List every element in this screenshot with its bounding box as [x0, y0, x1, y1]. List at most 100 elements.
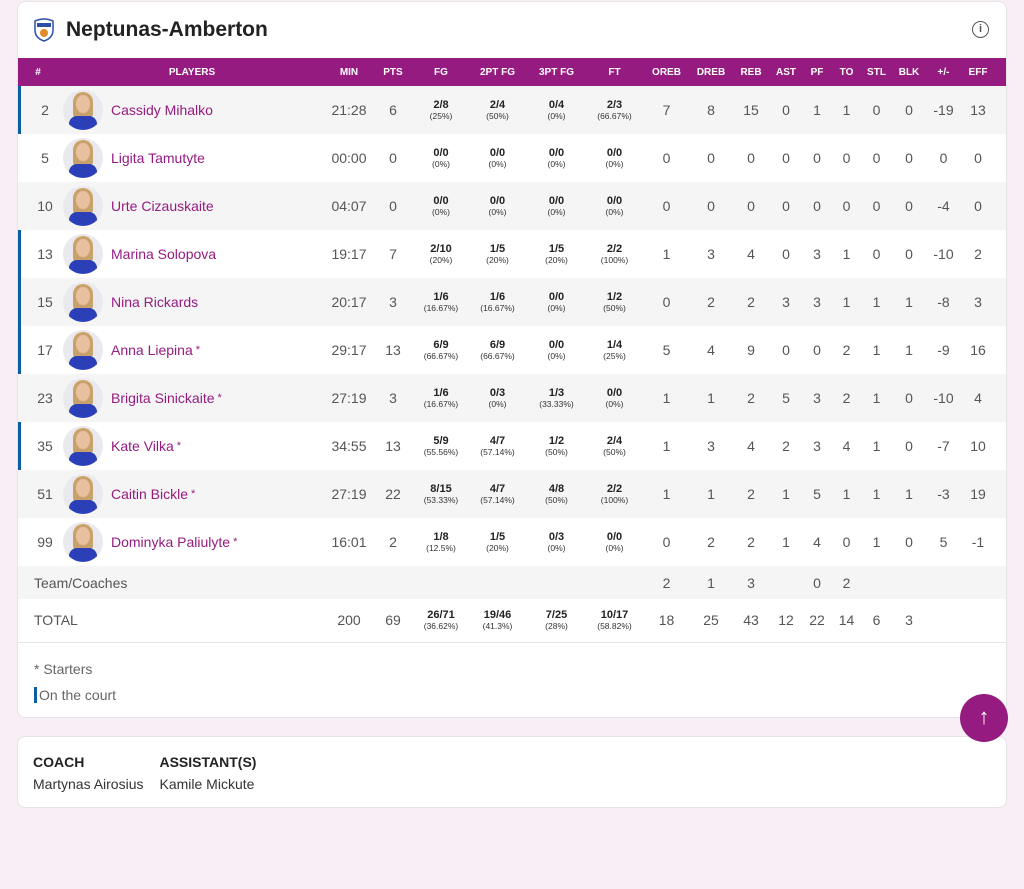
pf-cell: 1: [802, 86, 832, 134]
player-avatar[interactable]: [63, 426, 103, 466]
column-header[interactable]: AST: [770, 58, 802, 86]
fg-percent: (12.5%): [426, 543, 456, 553]
fg-percent: (16.67%): [423, 303, 459, 313]
column-header[interactable]: DREB: [690, 58, 732, 86]
player-avatar[interactable]: [63, 378, 103, 418]
player-cell: Anna Liepina *: [58, 326, 326, 374]
player-row[interactable]: 10 Urte Cizauskaite 04:07 0 0/0 (0%) 0/0 (0%) 0…: [18, 182, 1006, 230]
column-header[interactable]: BLK: [892, 58, 926, 86]
column-header[interactable]: MIN: [326, 58, 372, 86]
player-name-link[interactable]: Nina Rickards: [111, 294, 199, 310]
fg2-cell: 1/6 (16.67%): [468, 278, 527, 326]
player-cell: Cassidy Mihalko: [58, 86, 326, 134]
player-name-link[interactable]: Ligita Tamutyte: [111, 150, 205, 166]
column-header[interactable]: 3PT FG: [527, 58, 586, 86]
column-header[interactable]: EFF: [961, 58, 995, 86]
fg-percent: (66.67%): [423, 351, 459, 361]
column-header[interactable]: OREB: [643, 58, 690, 86]
blk-cell: 0: [905, 438, 913, 454]
min-cell: 21:28: [326, 86, 372, 134]
column-header[interactable]: 2PT FG: [468, 58, 527, 86]
ft-cell: 2/4 (50%): [586, 422, 643, 470]
scroll-to-top-button[interactable]: ↑: [960, 694, 1008, 742]
fg2-percent: (66.67%): [480, 351, 515, 361]
oreb-cell: 0: [643, 278, 690, 326]
player-name-link[interactable]: Kate Vilka: [111, 438, 174, 454]
player-name-link[interactable]: Anna Liepina: [111, 342, 193, 358]
column-header[interactable]: PLAYERS: [58, 58, 326, 86]
player-avatar[interactable]: [63, 522, 103, 562]
fg3-percent: (0%): [547, 207, 566, 217]
player-row[interactable]: 99 Dominyka Paliulyte * 16:01 2 1/8 (12.5%) 1/…: [18, 518, 1006, 566]
fg3-made-attempted: 0/0: [548, 291, 565, 303]
player-name-link[interactable]: Caitin Bickle: [111, 486, 189, 502]
player-avatar[interactable]: [63, 330, 103, 370]
player-avatar[interactable]: [63, 90, 103, 130]
column-header[interactable]: REB: [732, 58, 770, 86]
player-avatar[interactable]: [63, 186, 103, 226]
fg-percent: (20%): [429, 255, 453, 265]
ast-cell: 0: [770, 182, 802, 230]
column-header[interactable]: PTS: [372, 58, 414, 86]
reb-cell: 2: [732, 470, 770, 518]
stl-cell: 1: [872, 438, 881, 454]
jersey-number: 23: [18, 374, 58, 422]
blk-cell: 0: [892, 86, 926, 134]
pts-cell: 0: [372, 182, 414, 230]
reb-cell: 9: [747, 342, 755, 358]
player-row[interactable]: 2 Cassidy Mihalko 21:28 6 2/8 (25%) 2/4 (50%) 0…: [18, 86, 1006, 134]
player-avatar[interactable]: [63, 474, 103, 514]
ft-made-attempted: 10/17: [600, 609, 629, 622]
column-header[interactable]: PF: [802, 58, 832, 86]
column-header[interactable]: FT: [586, 58, 643, 86]
ft-made-attempted: 1/2: [606, 291, 623, 303]
fg2-made-attempted: 2/4: [489, 99, 506, 111]
pf-cell: 3: [802, 374, 832, 422]
player-name-link[interactable]: Urte Cizauskaite: [111, 198, 214, 214]
pf-cell: 3: [813, 246, 821, 262]
player-avatar[interactable]: [63, 234, 103, 274]
ft-made-attempted: 0/0: [606, 195, 623, 207]
pf-cell: 4: [813, 534, 821, 550]
fg-cell: 26/71 (36.62%): [414, 599, 468, 643]
player-row[interactable]: 51 Caitin Bickle * 27:19 22 8/15 (53.33%) 4/7(…: [18, 470, 1006, 518]
fg-percent: (36.62%): [423, 621, 459, 632]
player-row[interactable]: 23 Brigita Sinickaite * 27:19 3 1/6 (16.67%) 0…: [18, 374, 1006, 422]
player-row[interactable]: 35 Kate Vilka * 34:55 13 5/9 (55.56%) 4/7 (57.1…: [18, 422, 1006, 470]
min-cell: 20:17: [326, 278, 372, 326]
blk-cell: 0: [892, 182, 926, 230]
fg2-cell: 1/5 (20%): [468, 518, 527, 566]
info-icon[interactable]: i: [972, 21, 989, 38]
column-header[interactable]: +/-: [926, 58, 961, 86]
fg3-made-attempted: 1/2: [548, 435, 565, 447]
player-row[interactable]: 5 Ligita Tamutyte 00:00 0 0/0 (0%) 0/0 (0%) 0/0…: [18, 134, 1006, 182]
player-name-link[interactable]: Dominyka Paliulyte: [111, 534, 231, 550]
column-header[interactable]: TO: [832, 58, 861, 86]
player-name-link[interactable]: Brigita Sinickaite: [111, 390, 215, 406]
fg2-made-attempted: 19/46: [483, 609, 512, 622]
stl-cell: 1: [861, 278, 892, 326]
fg-percent: (25%): [429, 111, 453, 121]
player-avatar[interactable]: [63, 138, 103, 178]
player-name-link[interactable]: Marina Solopova: [111, 246, 217, 262]
player-avatar[interactable]: [63, 282, 103, 322]
player-row[interactable]: 13 Marina Solopova 19:17 7 2/10 (20%) 1/5 (20%…: [18, 230, 1006, 278]
column-header[interactable]: STL: [861, 58, 892, 86]
team-coaches-label: Team/Coaches: [18, 566, 643, 599]
fg-cell: 1/6 (16.67%): [414, 278, 468, 326]
player-row[interactable]: 17 Anna Liepina * 29:17 13 6/9 (66.67%) 6/9 (66…: [18, 326, 1006, 374]
column-header[interactable]: #: [18, 58, 58, 86]
dreb-cell: 4: [707, 342, 715, 358]
player-name-link[interactable]: Cassidy Mihalko: [111, 102, 213, 118]
player-row[interactable]: 15 Nina Rickards 20:17 3 1/6 (16.67%) 1/6 (16.…: [18, 278, 1006, 326]
column-header[interactable]: FG: [414, 58, 468, 86]
to-cell: 1: [832, 470, 861, 518]
dreb-cell: 3: [707, 438, 715, 454]
dreb-cell: 8: [690, 86, 732, 134]
dreb-cell: 0: [690, 182, 732, 230]
to-cell: 2: [832, 374, 861, 422]
fg3-made-attempted: 1/5: [548, 243, 565, 255]
blk-cell: [892, 566, 926, 599]
ft-percent: (50%): [603, 303, 626, 313]
total-row: TOTAL 200 69 26/71 (36.62%) 19/46 (41.3%) 7/25(…: [18, 599, 1006, 643]
